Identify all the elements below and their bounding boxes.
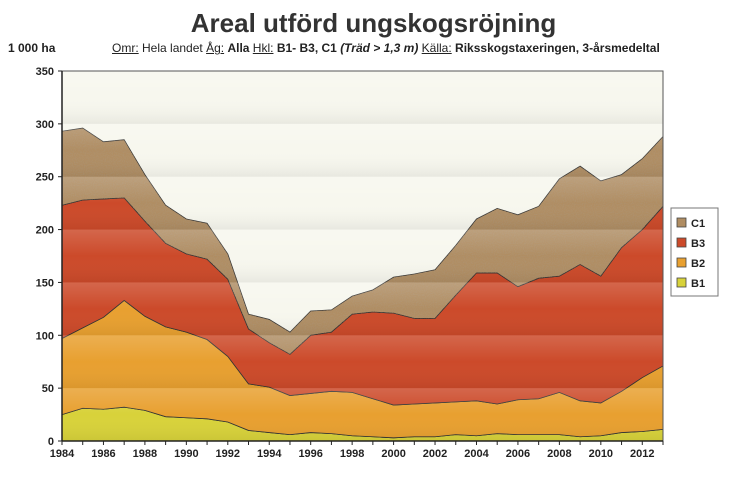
x-tick-label: 1998 — [340, 448, 364, 460]
chart-subtitle: Omr: Hela landet Åg: Alla Hkl: B1- B3, C… — [112, 41, 660, 55]
grid-band — [62, 176, 663, 230]
grid-band — [62, 282, 663, 336]
x-tick-label: 1984 — [50, 448, 75, 460]
x-tick-label: 2012 — [630, 448, 654, 460]
y-tick-label: 300 — [36, 119, 54, 131]
grid-band — [62, 123, 663, 177]
grid-band — [62, 71, 663, 124]
y-tick-label: 200 — [36, 225, 54, 237]
subtitle-hkl-note: (Träd > 1,3 m) — [340, 41, 419, 55]
subtitle-omr-value: Hela landet — [142, 41, 203, 55]
subtitle-ag-label: Åg: — [206, 41, 225, 55]
legend-swatch-c1 — [676, 217, 687, 228]
x-tick-label: 2000 — [381, 448, 405, 460]
x-tick-label: 1986 — [91, 448, 115, 460]
x-tick-label: 2002 — [423, 448, 447, 460]
legend-swatch-b3 — [676, 237, 687, 248]
y-tick-label: 150 — [36, 277, 54, 289]
subtitle-omr-label: Omr: — [112, 41, 139, 55]
y-tick-label: 0 — [48, 436, 54, 448]
y-tick-label: 350 — [36, 66, 54, 78]
x-tick-label: 2004 — [464, 448, 489, 460]
legend-swatch-b2 — [676, 257, 687, 268]
x-tick-label: 2006 — [506, 448, 530, 460]
grid-band — [62, 388, 663, 441]
subtitle-kalla-value: Riksskogstaxeringen, 3-årsmedeltal — [455, 41, 660, 55]
y-unit-label: 1 000 ha — [8, 41, 56, 55]
subtitle-kalla-label: Källa: — [421, 41, 452, 55]
subtitle-ag-value: Alla — [227, 41, 250, 55]
x-tick-label: 1996 — [298, 448, 322, 460]
x-tick-label: 2008 — [547, 448, 571, 460]
y-tick-label: 50 — [42, 383, 54, 395]
subtitle-hkl-label: Hkl: — [252, 41, 274, 55]
x-tick-label: 1992 — [216, 448, 240, 460]
grid-band — [62, 229, 663, 283]
legend-label-b1: B1 — [691, 278, 705, 290]
grid-band — [62, 335, 663, 389]
subtitle-hkl-value: B1- B3, C1 — [276, 41, 337, 55]
legend-label-c1: C1 — [691, 218, 705, 230]
y-tick-label: 250 — [36, 172, 54, 184]
legend-swatch-b1 — [676, 277, 687, 288]
x-tick-label: 1988 — [133, 448, 157, 460]
chart-title: Areal utförd ungskogsröjning — [190, 8, 557, 38]
x-tick-label: 1990 — [174, 448, 198, 460]
x-tick-label: 1994 — [257, 448, 282, 460]
y-tick-label: 100 — [36, 330, 54, 342]
legend-label-b3: B3 — [691, 238, 705, 250]
x-tick-label: 2010 — [589, 448, 613, 460]
legend-label-b2: B2 — [691, 258, 705, 270]
